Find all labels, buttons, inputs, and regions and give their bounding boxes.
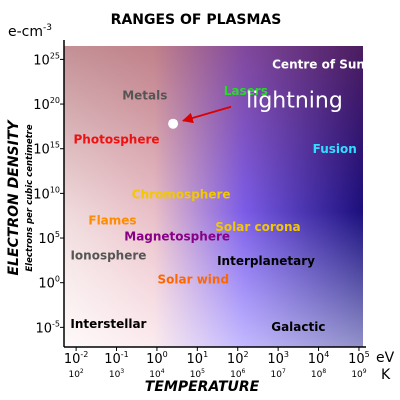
- region-label: Metals: [122, 89, 167, 103]
- y-tick-label: 1010: [33, 185, 60, 202]
- x-tick-label-ev: 104: [308, 350, 330, 367]
- lightning-point: [168, 118, 179, 129]
- x-tick-label-ev: 103: [267, 350, 289, 367]
- region-label: Fusion: [313, 142, 357, 156]
- region-label: Centre of Sun: [272, 57, 365, 71]
- x-tick-label-ev: 10-1: [104, 350, 129, 367]
- x-tick-label-k: 104: [149, 368, 164, 380]
- region-label: Magnetosphere: [124, 230, 230, 244]
- y-unit-label: e-cm-3: [8, 23, 52, 40]
- region-label: Photosphere: [74, 132, 160, 146]
- y-tick-label: 1025: [33, 51, 60, 68]
- region-label: Interstellar: [70, 317, 146, 331]
- y-tick-label: 1020: [33, 96, 60, 113]
- x-tick-label-k: 105: [190, 368, 205, 380]
- lightning-label: lightning: [246, 89, 343, 114]
- x-tick-label-ev: 100: [146, 350, 168, 367]
- region-label: Flames: [88, 214, 136, 228]
- ticks-layer: 10-210210-110310010410110510210610310710…: [33, 51, 370, 380]
- region-label: Ionosphere: [70, 248, 146, 262]
- x-tick-label-k: 107: [271, 368, 286, 380]
- x-tick-label-k: 106: [230, 368, 245, 380]
- chart-title: RANGES OF PLASMAS: [111, 12, 282, 28]
- x-tick-label-k: 108: [311, 368, 326, 380]
- plot-background-bottom-shade: [64, 46, 363, 347]
- lightning-arrow: [182, 105, 232, 124]
- regions-layer: Centre of Sun Lasers Metals Photosphere Fusi…: [70, 57, 365, 334]
- y-tick-label: 10-5: [35, 319, 60, 336]
- x-tick-label-ev: 101: [187, 350, 209, 367]
- x-tick-label-ev: 105: [348, 350, 370, 367]
- y-tick-label: 1015: [33, 141, 60, 158]
- region-label: Interplanetary: [217, 254, 315, 268]
- y-tick-label: 105: [38, 230, 60, 247]
- highlight-layer: lightning: [168, 89, 343, 129]
- region-label: Chromosphere: [132, 188, 231, 202]
- region-label: Galactic: [271, 320, 325, 334]
- x-tick-label-ev: 102: [227, 350, 249, 367]
- x-tick-label-k: 103: [109, 368, 124, 380]
- y-tick-label: 100: [38, 275, 60, 292]
- x-tick-label-k: 102: [68, 368, 83, 380]
- region-label: Solar wind: [158, 273, 230, 287]
- y-axis-title: ELECTRON DENSITY: [6, 119, 22, 276]
- x-tick-label-k: 109: [351, 368, 366, 380]
- x-axis-title: TEMPERATURE: [145, 379, 260, 395]
- x-tick-label-ev: 10-2: [64, 350, 89, 367]
- y-axis-subtitle: Electrons per cubic centimetre: [25, 124, 35, 271]
- region-label: Solar corona: [215, 220, 300, 234]
- x-unit-k: K: [381, 367, 391, 383]
- x-unit-ev: eV: [376, 350, 395, 366]
- region-label: Lasers: [224, 84, 268, 98]
